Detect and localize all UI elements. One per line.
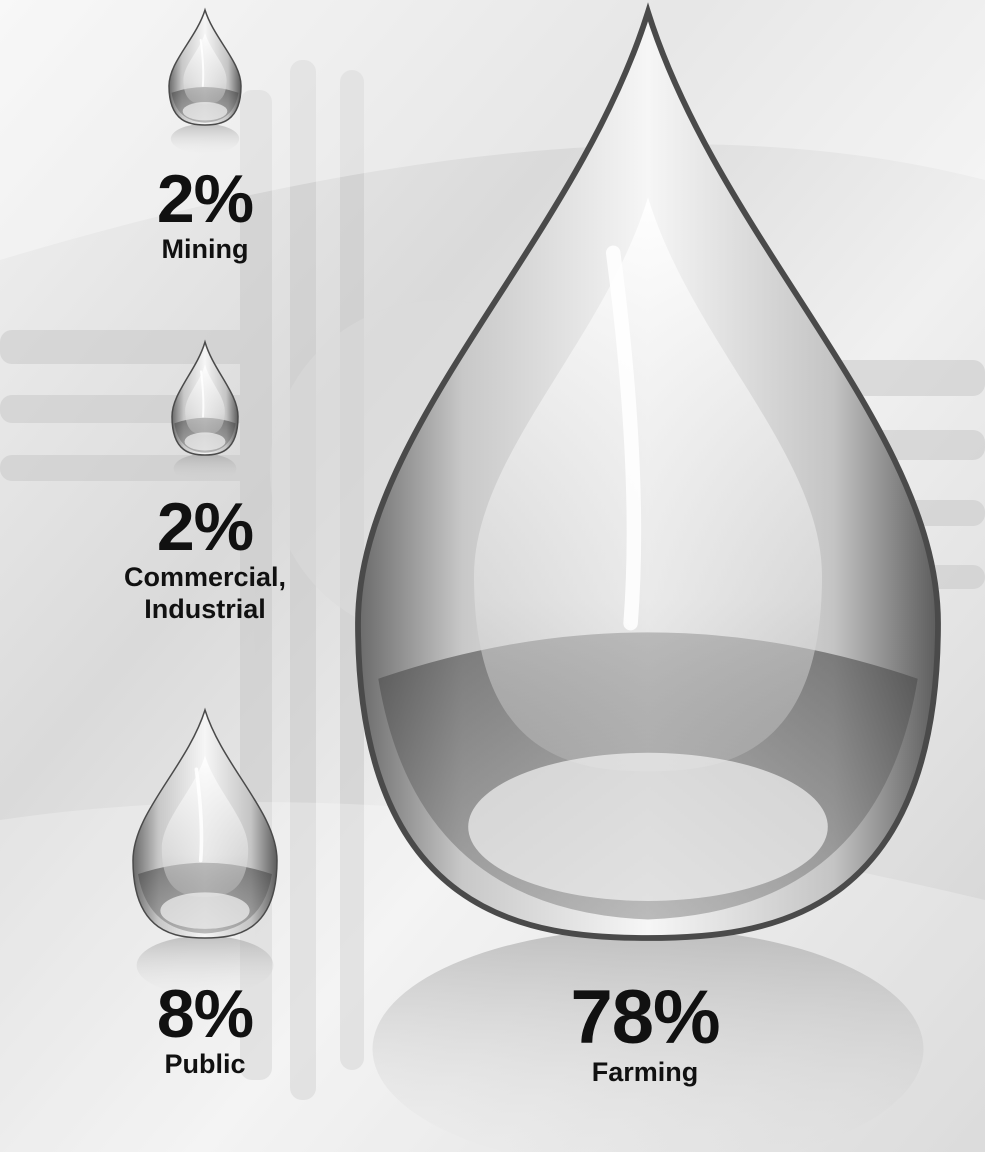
- drop-mining: [168, 7, 242, 154]
- label-industrial: Industrial: [144, 594, 266, 624]
- label-farming: Farming: [591, 1057, 699, 1087]
- stat-mining: 2% Mining: [120, 165, 290, 265]
- drop-farming: [355, 2, 941, 1152]
- stat-farming: 78% Farming: [530, 980, 760, 1088]
- pct-mining: 2%: [156, 161, 254, 237]
- pct-commercial-industrial: 2%: [156, 489, 254, 565]
- drop-public: [132, 707, 278, 995]
- pct-public: 8%: [156, 976, 254, 1052]
- label-mining: Mining: [161, 234, 249, 264]
- label-public: Public: [164, 1049, 246, 1079]
- stat-commercial-industrial: 2% Commercial, Industrial: [95, 493, 315, 625]
- stat-public: 8% Public: [120, 980, 290, 1080]
- pct-farming: 78%: [570, 975, 720, 1060]
- drop-commercial-industrial: [171, 339, 239, 484]
- label-commercial: Commercial,: [123, 562, 287, 592]
